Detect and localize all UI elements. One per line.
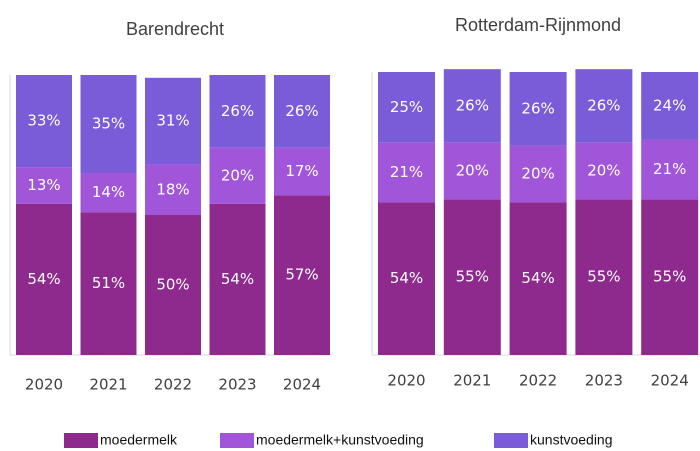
legend-label: kunstvoeding: [530, 432, 613, 448]
bar-segment: [274, 75, 330, 148]
data-label: 54%: [27, 270, 60, 288]
data-label: 20%: [456, 162, 489, 180]
bar-segment: [274, 147, 330, 196]
chart-title: Barendrecht: [126, 19, 224, 39]
x-tick-label: 2023: [218, 376, 256, 394]
bar-segment: [641, 139, 699, 200]
bar-segment: [509, 145, 567, 203]
data-label: 26%: [456, 96, 489, 114]
bar-segment: [378, 202, 435, 355]
x-tick-label: 2021: [453, 372, 491, 390]
bar-segment: [80, 212, 137, 355]
x-tick-label: 2024: [651, 372, 689, 390]
bar-segment: [16, 75, 72, 168]
x-tick-label: 2023: [585, 372, 623, 390]
x-tick-label: 2020: [387, 372, 425, 390]
data-label: 31%: [156, 112, 189, 130]
bar-segment: [575, 69, 633, 143]
bar-segment: [16, 167, 72, 204]
bar-segment: [443, 199, 501, 355]
bar-segment: [509, 202, 567, 355]
data-label: 35%: [92, 115, 125, 133]
bar-segment: [509, 72, 567, 146]
data-label: 24%: [653, 96, 686, 114]
bar-segment: [145, 164, 201, 215]
data-label: 25%: [390, 98, 423, 116]
bar-segment: [443, 69, 501, 143]
data-label: 55%: [653, 268, 686, 286]
bar-segment: [80, 75, 137, 173]
data-label: 57%: [285, 266, 318, 284]
x-tick-label: 2022: [154, 376, 192, 394]
data-label: 54%: [390, 269, 423, 287]
data-label: 55%: [587, 268, 620, 286]
x-tick-label: 2021: [89, 376, 127, 394]
data-label: 14%: [92, 183, 125, 201]
data-label: 54%: [521, 269, 554, 287]
data-label: 51%: [92, 274, 125, 292]
data-label: 55%: [456, 268, 489, 286]
data-label: 21%: [653, 160, 686, 178]
bar-segment: [209, 147, 266, 204]
chart-title: Rotterdam-Rijnmond: [455, 15, 621, 35]
bar-segment: [145, 77, 201, 165]
x-tick-label: 2024: [283, 376, 321, 394]
data-label: 17%: [285, 162, 318, 180]
bar-segment: [575, 199, 633, 355]
bar-segment: [209, 75, 266, 148]
data-label: 50%: [156, 276, 189, 294]
legend-swatch: [494, 433, 528, 448]
legend-swatch: [220, 433, 254, 448]
x-tick-label: 2022: [519, 372, 557, 390]
bar-segment: [209, 203, 266, 355]
bar-segment: [378, 142, 435, 203]
bar-segment: [641, 199, 699, 355]
x-tick-label: 2020: [25, 376, 63, 394]
bar-segment: [80, 173, 137, 213]
data-label: 21%: [390, 163, 423, 181]
data-label: 13%: [27, 176, 60, 194]
data-label: 26%: [587, 96, 620, 114]
bar-segment: [575, 142, 633, 200]
data-label: 26%: [521, 99, 554, 117]
data-label: 33%: [27, 112, 60, 130]
legend-label: moedermelk: [100, 432, 178, 448]
data-label: 26%: [285, 102, 318, 120]
bar-segment: [274, 195, 330, 355]
bar-segment: [641, 72, 699, 140]
data-label: 20%: [221, 166, 254, 184]
bar-segment: [378, 72, 435, 143]
legend-swatch: [64, 433, 98, 448]
data-label: 54%: [221, 270, 254, 288]
legend-label: moedermelk+kunstvoeding: [256, 432, 424, 448]
bar-segment: [16, 203, 72, 355]
bar-segment: [145, 215, 201, 355]
data-label: 20%: [521, 164, 554, 182]
data-label: 20%: [587, 162, 620, 180]
data-label: 18%: [156, 180, 189, 198]
data-label: 26%: [221, 102, 254, 120]
bar-segment: [443, 142, 501, 200]
